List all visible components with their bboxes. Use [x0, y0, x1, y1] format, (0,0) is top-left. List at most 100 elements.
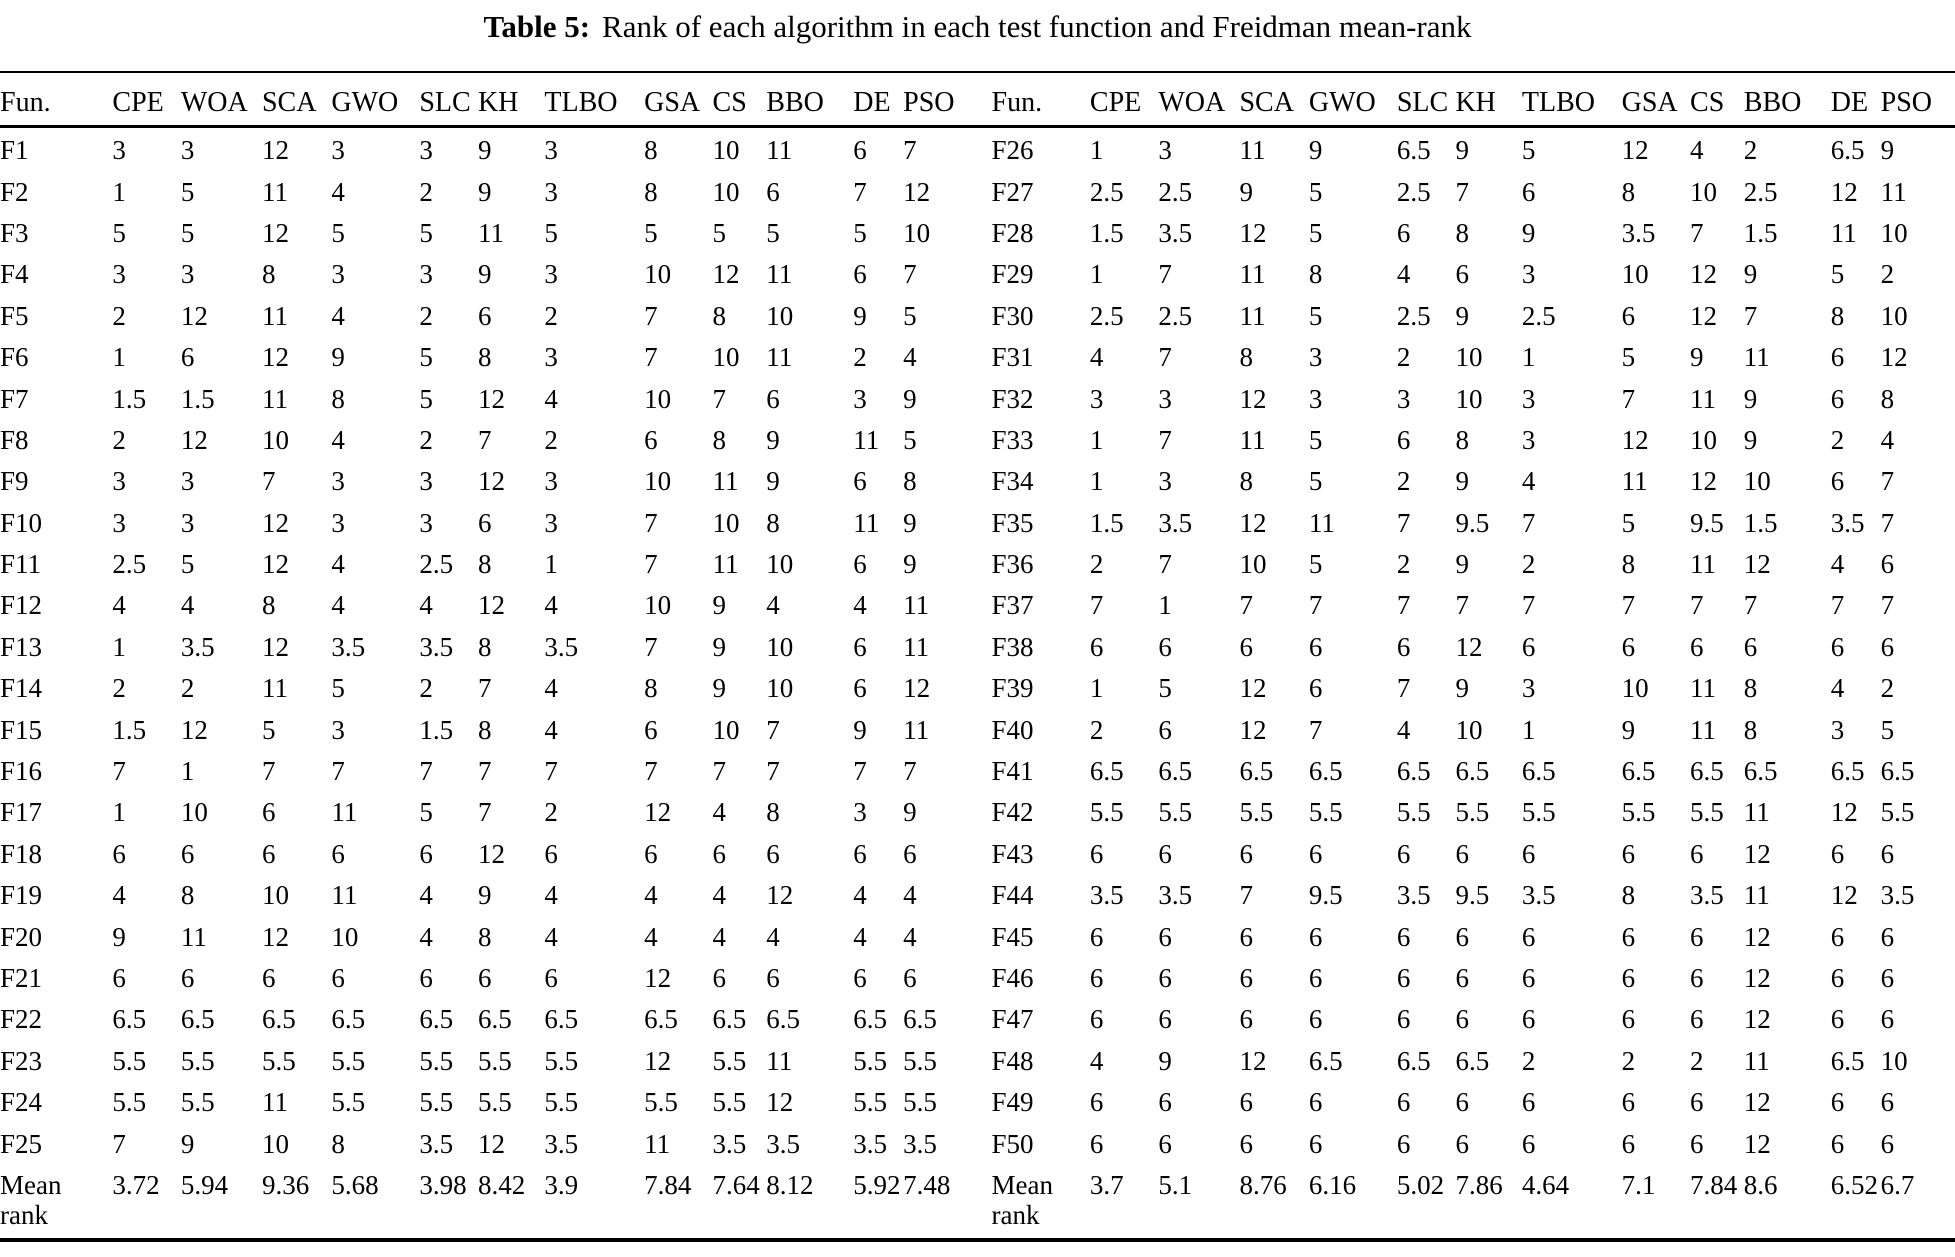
column-header-sca: SCA [261, 73, 332, 129]
rank-cell: 6 [1158, 838, 1172, 869]
rank-cell: 5 [419, 217, 433, 248]
rank-cell: 6.5 [261, 1004, 296, 1035]
function-label: F36 [991, 549, 1034, 580]
rank-cell: 7 [903, 259, 917, 290]
rank-cell: 12 [1830, 797, 1858, 828]
rank-cell: 3 [331, 135, 345, 166]
rank-cell: 2 [112, 673, 126, 704]
mean-rank-cell: 8.42 [477, 1169, 526, 1200]
rank-cell: 7 [261, 466, 276, 497]
rank-cell: 3 [1521, 383, 1536, 414]
table-row: F42 5.5 5.5 5.5 5.5 5.5 5.5 5.5 5.5 5.5 11 12 5.5 [978, 797, 1955, 838]
column-header-fun: Fun. [977, 73, 1090, 129]
rank-cell: 5 [853, 217, 867, 248]
column-header-kh: KH [1455, 73, 1522, 129]
table-row: F3 5 5 12 5 5 11 5 5 5 5 5 10 [0, 218, 978, 259]
rank-cell: 6 [1621, 838, 1636, 869]
rank-cell: 2 [1880, 673, 1895, 704]
rank-cell: 2 [1089, 549, 1104, 580]
rank-cell: 5 [903, 424, 917, 455]
rank-cell: 9 [1521, 217, 1536, 248]
rank-cell: 11 [853, 424, 880, 455]
rank-cell: 4 [112, 880, 126, 911]
rank-cell: 6 [180, 963, 195, 993]
rank-cell: 3 [1158, 383, 1172, 414]
rank-cell: 12 [1690, 466, 1718, 497]
rank-cell: 5 [1308, 424, 1323, 455]
table-row: F17 1 10 6 11 5 7 2 12 4 8 3 9 [0, 797, 978, 838]
mean-rank-cell: 5.92 [853, 1169, 901, 1200]
rank-cell: 6.5 [1621, 756, 1656, 787]
rank-cell: 3.5 [853, 1128, 888, 1159]
rank-cell: 6 [1158, 631, 1172, 662]
rank-cell: 6.5 [1158, 756, 1193, 787]
rank-cell: 11 [1830, 217, 1857, 248]
rank-cell: 12 [644, 963, 672, 993]
rank-cell: 9 [477, 176, 492, 207]
function-label: F44 [991, 880, 1034, 911]
rank-cell: 7 [1158, 424, 1172, 455]
rank-cell: 7 [1621, 383, 1636, 414]
rank-cell: 10 [712, 714, 740, 745]
table-row: F35 1.5 3.5 12 11 7 9.5 7 5 9.5 1.5 3.5 7 [978, 508, 1955, 549]
rank-cell: 6 [419, 963, 433, 993]
rank-cell: 12 [477, 1128, 505, 1159]
rank-cell: 6 [1880, 1004, 1895, 1035]
rank-cell: 5 [1880, 714, 1895, 745]
rank-cell: 12 [1830, 880, 1858, 911]
rank-cell: 3 [1521, 424, 1536, 455]
rank-cell: 3 [331, 259, 345, 290]
rank-cell: 9 [1239, 176, 1253, 207]
rank-cell: 11 [903, 631, 930, 662]
table-row: F45 6 6 6 6 6 6 6 6 6 12 6 6 [978, 922, 1955, 963]
function-label: F32 [991, 383, 1034, 414]
rank-cell: 5 [180, 217, 195, 248]
rank-cell: 7 [544, 756, 558, 787]
rank-cell: 12 [261, 217, 289, 248]
rank-cell: 7 [644, 342, 658, 373]
rank-cell: 6 [644, 424, 658, 455]
mean-rank-cell: 7.64 [712, 1169, 760, 1200]
rank-cell: 6 [1690, 963, 1704, 993]
rank-cell: 12 [1743, 921, 1771, 952]
rank-cell: 8 [1621, 549, 1636, 580]
rank-cell: 9 [1455, 549, 1469, 580]
rank-cell: 7 [1880, 590, 1895, 621]
rank-cell: 4 [544, 383, 558, 414]
rank-cell: 5.5 [853, 1045, 888, 1076]
rank-cell: 4 [112, 590, 126, 621]
rank-cell: 8 [712, 300, 727, 331]
rank-cell: 7 [853, 756, 867, 787]
rank-cell: 4 [419, 921, 433, 952]
table-caption-text: Rank of each algorithm in each test func… [602, 9, 1472, 44]
rank-cell: 6 [853, 466, 867, 497]
table-row: F25 7 9 10 8 3.5 12 3.5 11 3.5 3.5 3.5 3.5 [0, 1129, 978, 1170]
function-label: F15 [0, 714, 43, 745]
rank-cell: 4 [1396, 714, 1411, 745]
rank-cell: 2 [419, 424, 433, 455]
rank-cell: 5 [1830, 259, 1845, 290]
rank-cell: 1 [112, 797, 126, 828]
rank-cell: 1.5 [180, 383, 215, 414]
rank-cell: 11 [477, 217, 504, 248]
rank-cell: 4 [766, 921, 780, 952]
function-label: F33 [991, 424, 1034, 455]
rank-cell: 7 [112, 1128, 126, 1159]
rank-cell: 2 [1396, 342, 1411, 373]
rank-cell: 2 [1621, 1045, 1636, 1076]
rank-cell: 1 [1089, 424, 1104, 455]
rank-cell: 6 [903, 838, 917, 869]
rank-cell: 5 [1308, 217, 1323, 248]
rank-cell: 6 [1880, 1128, 1895, 1159]
rank-cell: 6 [261, 963, 276, 993]
rank-cell: 6.5 [1743, 756, 1778, 787]
rank-cell: 12 [1830, 176, 1858, 207]
rank-cell: 6 [1455, 1087, 1469, 1118]
rank-cell: 6 [1690, 1128, 1704, 1159]
rank-cell: 4 [712, 921, 727, 952]
rank-cell: 4 [1089, 342, 1104, 373]
function-label: F38 [991, 631, 1034, 662]
rank-cell: 6.5 [1239, 756, 1274, 787]
rank-cell: 3.5 [1396, 880, 1431, 911]
rank-cell: 6 [477, 507, 492, 538]
